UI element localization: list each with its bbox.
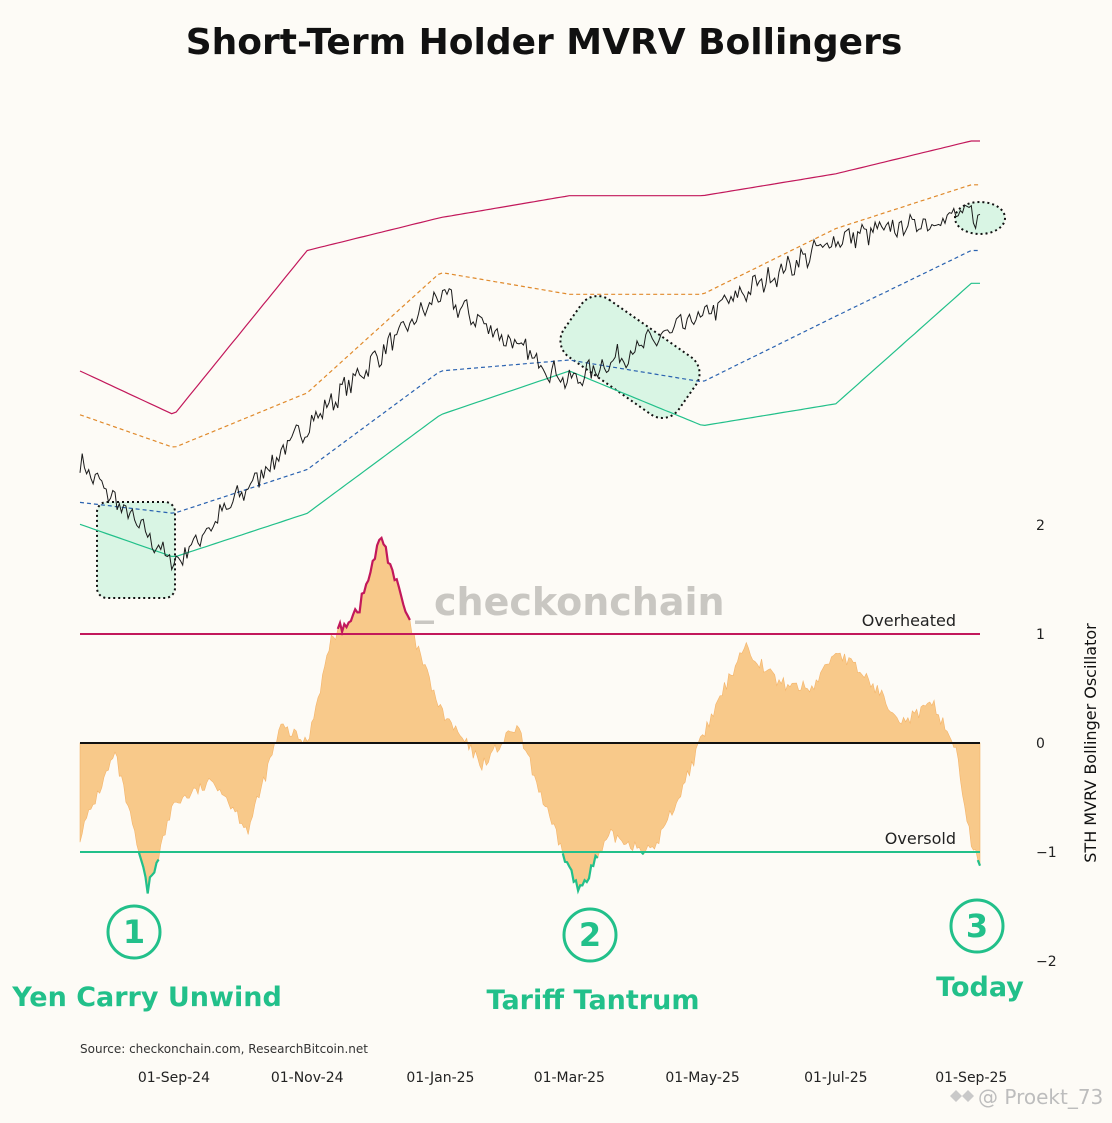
credit-text: @ Proekt_73 [978,1085,1103,1109]
y-tick-label: −1 [1036,845,1057,861]
x-tick-label: 01-Jul-25 [804,1070,867,1086]
x-tick-label: 01-May-25 [665,1070,739,1086]
band-mid_upper [79,184,980,448]
event-label: Tariff Tantrum [487,985,700,1016]
oscillator-level-labels: Overheated Oversold [862,611,956,848]
x-tick-label: 01-Nov-24 [271,1070,344,1086]
event-label: Yen Carry Unwind [11,982,282,1013]
reference-label-overheated: Overheated [862,611,956,630]
oscillator-oversold-trace [137,851,982,895]
y-tick-label: 1 [1036,627,1045,643]
x-tick-label: 01-Sep-24 [138,1070,210,1086]
oscillator-panel: Overheated Oversold [79,537,982,895]
band-mid_lower [79,249,980,514]
price-panel [79,140,1006,599]
x-tick-label: 01-Jan-25 [406,1070,474,1086]
oscillator-fill [79,537,981,894]
y-tick-label: −2 [1036,954,1057,970]
event-number: 3 [966,907,988,945]
y-tick-label: 2 [1036,518,1045,534]
oscillator-reference-lines [80,633,980,853]
event-label: Today [936,972,1024,1003]
highlight-today [954,201,1006,235]
source-note: Source: checkonchain.com, ResearchBitcoi… [80,1042,368,1056]
reference-label-oversold: Oversold [885,829,956,848]
price-line [79,204,981,572]
x-axis: 01-Sep-24 01-Nov-24 01-Jan-25 01-Mar-25 01-M… [138,1070,1007,1086]
y-axis: 2 1 0 −1 −2 [1036,518,1057,970]
highlight-regions [96,201,1006,599]
chart-title: Short-Term Holder MVRV Bollingers [186,22,903,63]
highlight-tariff-tantrum [559,295,701,419]
band-lower_band [79,282,980,557]
bollinger-bands [79,140,980,557]
highlight-yen-carry-unwind [96,501,176,599]
event-marker-circle [562,907,618,963]
event-marker-circle [949,898,1005,954]
oscillator-area [79,537,982,895]
price-series [79,204,981,572]
x-tick-label: 01-Sep-25 [935,1070,1007,1086]
event-number: 2 [579,916,601,954]
event-number: 1 [123,913,145,951]
brand-logo-icon [950,1090,974,1102]
y-tick-label: 0 [1036,736,1045,752]
credit-mark: @ Proekt_73 [950,1085,1103,1109]
y-axis-label: STH MVRV Bollinger Oscillator [1081,623,1100,863]
event-markers: 1 Yen Carry Unwind 2 Tariff Tantrum 3 Today [11,898,1024,1016]
band-upper_band [79,140,980,415]
watermark: _checkonchain [415,580,725,624]
x-tick-label: 01-Mar-25 [534,1070,605,1086]
event-marker-circle [106,904,162,960]
